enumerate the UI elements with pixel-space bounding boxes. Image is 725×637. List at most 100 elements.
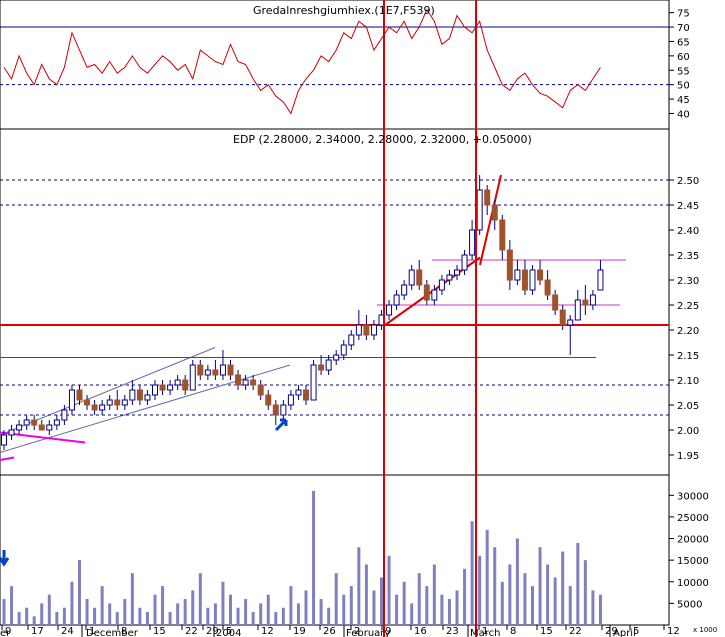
x-tick-label: 5 bbox=[226, 626, 232, 637]
candle-body bbox=[227, 364, 234, 376]
candle-body bbox=[84, 399, 91, 406]
volume-tick-label: 5000 bbox=[677, 599, 702, 610]
volume-bar bbox=[85, 599, 89, 625]
volume-tick-label: 30000 bbox=[677, 491, 709, 502]
volume-bar bbox=[259, 603, 263, 625]
red-trendline-2 bbox=[479, 174, 502, 266]
month-label: 2004 bbox=[216, 628, 241, 637]
rsi-tick-label: 60 bbox=[677, 52, 690, 63]
candle-body bbox=[386, 304, 393, 316]
volume-bar bbox=[447, 599, 451, 625]
volume-bar bbox=[198, 573, 202, 625]
volume-bar bbox=[130, 573, 134, 625]
candle-body bbox=[431, 289, 438, 301]
price-tick-label: 2.15 bbox=[677, 351, 699, 362]
candle-body bbox=[295, 389, 302, 396]
rsi-tick-label: 40 bbox=[677, 109, 690, 120]
candle-body bbox=[393, 294, 400, 306]
candle-body bbox=[476, 189, 483, 231]
x-tick-label: 2 bbox=[354, 626, 360, 637]
volume-bar bbox=[153, 594, 157, 625]
candle-body bbox=[416, 269, 423, 286]
volume-bar bbox=[251, 612, 255, 625]
candle-body bbox=[219, 364, 226, 376]
volume-bar bbox=[274, 612, 278, 625]
price-panel-title: EDP (2.28000, 2.34000, 2.28000, 2.32000,… bbox=[233, 133, 532, 146]
volume-bar bbox=[357, 547, 361, 625]
x-tick-label: 22 bbox=[185, 626, 198, 637]
price-tick-label: 2.20 bbox=[677, 326, 699, 337]
rsi-tick-label: 75 bbox=[677, 9, 690, 20]
volume-bar bbox=[289, 586, 293, 625]
rsi-tick-label: 65 bbox=[677, 37, 690, 48]
volume-bar bbox=[470, 521, 474, 625]
volume-series bbox=[0, 490, 602, 625]
volume-bar bbox=[62, 607, 66, 625]
volume-bar bbox=[591, 590, 595, 625]
candle-body bbox=[559, 309, 566, 326]
volume-bar bbox=[387, 555, 391, 625]
volume-bar bbox=[425, 586, 429, 625]
volume-bar bbox=[70, 581, 74, 625]
candle-body bbox=[499, 219, 506, 251]
magenta-trendline-lower bbox=[0, 456, 15, 461]
volume-bar bbox=[281, 607, 285, 625]
volume-bar bbox=[515, 538, 519, 625]
volume-panel-frame bbox=[0, 474, 670, 626]
candle-body bbox=[136, 389, 143, 401]
candle-body bbox=[348, 334, 355, 346]
volume-bar bbox=[455, 590, 459, 625]
candle-body bbox=[401, 284, 408, 296]
candle-body bbox=[272, 404, 279, 416]
candle-body bbox=[1, 434, 7, 446]
volume-bar bbox=[538, 547, 542, 625]
x-tick-label: 16 bbox=[414, 626, 427, 637]
volume-bar bbox=[100, 586, 104, 625]
volume-bar bbox=[138, 607, 142, 625]
month-label: February bbox=[346, 628, 390, 637]
volume-bar bbox=[523, 573, 527, 625]
candle-body bbox=[265, 394, 272, 406]
candle-body bbox=[38, 424, 45, 431]
price-tick-label: 2.45 bbox=[677, 201, 699, 212]
volume-bar bbox=[115, 612, 119, 625]
volume-bar bbox=[402, 581, 406, 625]
candle-body bbox=[167, 384, 174, 391]
candle-body bbox=[235, 374, 242, 386]
volume-bar bbox=[145, 612, 149, 625]
volume-bar bbox=[342, 594, 346, 625]
volume-bar bbox=[576, 542, 580, 625]
price-tick-label: 2.35 bbox=[677, 251, 699, 262]
candle-body bbox=[537, 269, 544, 281]
volume-bar bbox=[372, 590, 376, 625]
volume-bar bbox=[417, 573, 421, 625]
candle-body bbox=[567, 319, 574, 326]
x-tick-label: 8 bbox=[510, 626, 516, 637]
price-tick-label: 2.40 bbox=[677, 226, 699, 237]
candle-body bbox=[197, 364, 204, 376]
x-tick-label: 5 bbox=[633, 626, 639, 637]
candle-body bbox=[552, 294, 559, 311]
volume-bar bbox=[191, 590, 195, 625]
candle-body bbox=[250, 379, 257, 386]
volume-bar bbox=[546, 564, 550, 625]
volume-tick-label: 20000 bbox=[677, 535, 709, 546]
candle-body bbox=[114, 399, 121, 406]
candle-body bbox=[310, 364, 317, 401]
volume-bar bbox=[327, 607, 331, 625]
volume-bar bbox=[40, 603, 44, 625]
volume-bar bbox=[108, 603, 112, 625]
volume-bar bbox=[55, 612, 59, 625]
volume-bar bbox=[319, 599, 323, 625]
candle-body bbox=[242, 379, 249, 386]
volume-tick-label: 25000 bbox=[677, 513, 709, 524]
candle-body bbox=[46, 424, 53, 431]
month-label: April bbox=[613, 628, 636, 637]
volume-bar bbox=[168, 612, 172, 625]
volume-bar bbox=[244, 599, 248, 625]
candle-body bbox=[514, 269, 521, 281]
x-tick-label: 29 bbox=[605, 626, 618, 637]
volume-bar bbox=[463, 568, 467, 625]
rsi-tick-label: 55 bbox=[677, 66, 690, 77]
volume-bar bbox=[531, 586, 534, 625]
